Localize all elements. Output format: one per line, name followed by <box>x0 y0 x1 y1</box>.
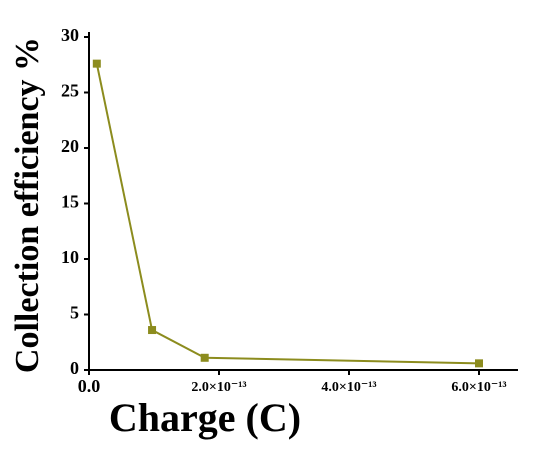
y-tick-label: 30 <box>61 25 79 45</box>
x-tick-label: 2.0×10⁻¹³ <box>191 380 246 395</box>
point-marker <box>92 59 101 68</box>
point-marker <box>148 326 157 335</box>
point-marker <box>475 359 483 368</box>
y-tick-label: 10 <box>61 247 79 267</box>
y-tick-label: 15 <box>61 192 79 212</box>
series-line <box>95 63 480 365</box>
y-tick-label: 0 <box>70 358 79 378</box>
y-tick-label: 20 <box>61 136 79 156</box>
y-tick-label: 5 <box>70 303 79 323</box>
y-tick-label: 25 <box>61 81 79 101</box>
x-tick-label: 6.0×10⁻¹³ <box>451 380 506 395</box>
y-axis-title: Collection efficiency % <box>9 37 46 373</box>
x-tick-label: 0.0 <box>78 376 101 396</box>
x-tick-label: 4.0×10⁻¹³ <box>321 380 376 395</box>
x-axis-title: Charge (C) <box>109 395 301 440</box>
point-marker <box>200 353 209 362</box>
